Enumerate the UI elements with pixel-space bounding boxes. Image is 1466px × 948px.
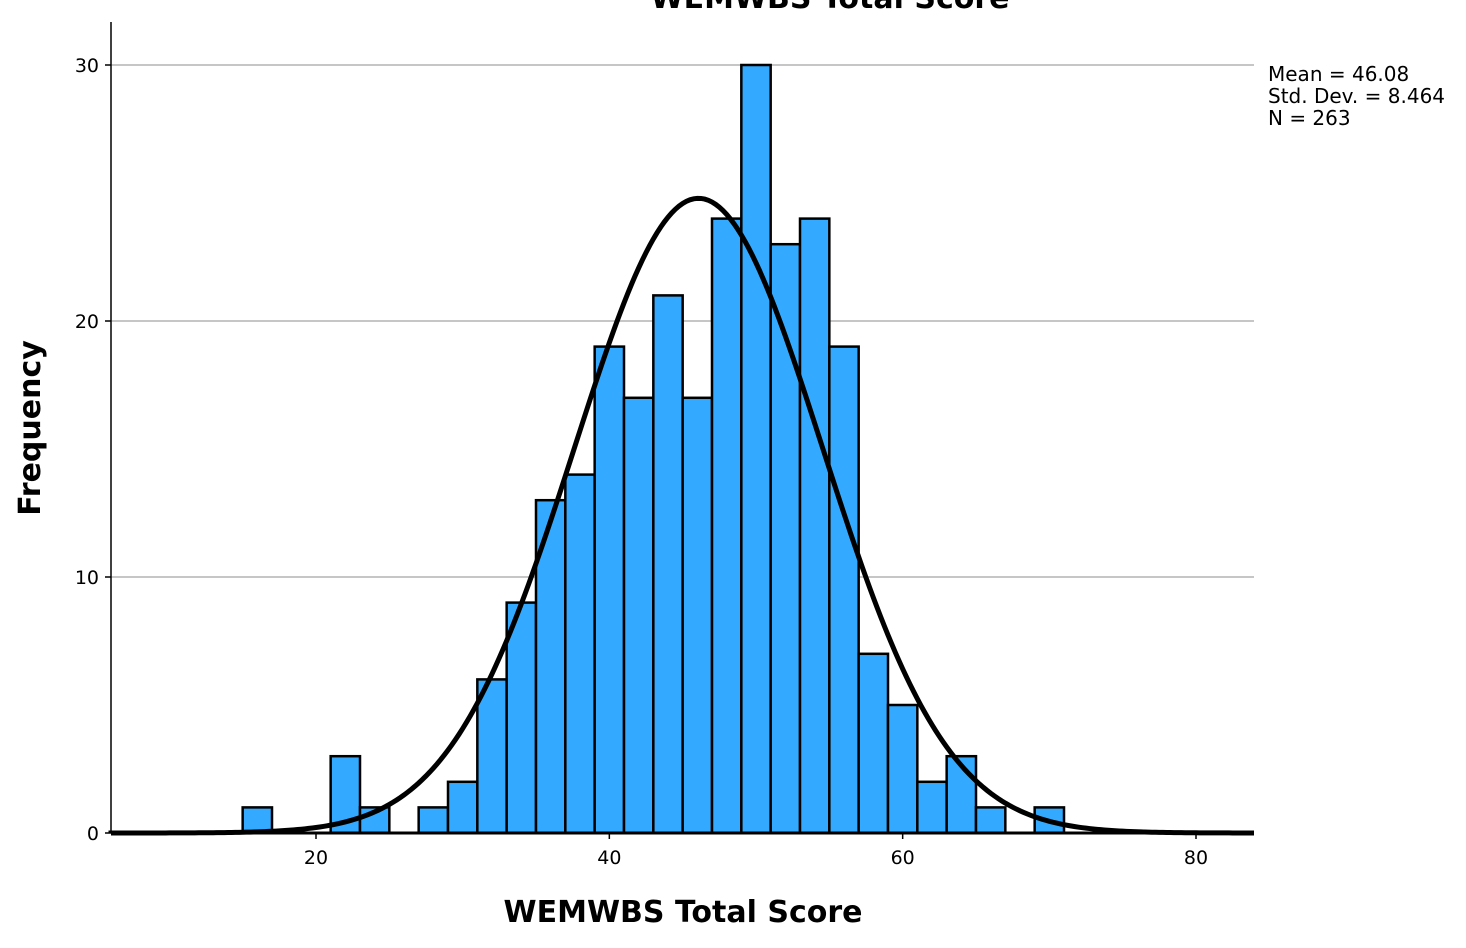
stats-legend: Mean = 46.08 Std. Dev. = 8.464 N = 263 [1268,62,1445,130]
histogram-bar [710,217,743,835]
y-tick-label: 20 [75,311,99,333]
histogram-bar [622,396,655,835]
histogram-bars [241,63,1066,835]
histogram-bar [798,217,831,835]
histogram-bar [417,806,450,835]
y-axis-title: Frequency [13,340,48,516]
x-tick-label: 60 [891,847,915,869]
axes [105,22,1254,839]
histogram-bar [593,345,626,835]
x-axis-title: WEMWBS Total Score [504,895,863,930]
y-tick-label: 0 [87,823,99,845]
y-tick-label: 30 [75,55,99,77]
x-tick-label: 80 [1184,847,1208,869]
stats-n: N = 263 [1268,106,1351,130]
y-tick-label: 10 [75,567,99,589]
histogram-bar [916,780,948,835]
x-tick-label: 20 [304,847,328,869]
x-tick-label: 40 [597,847,621,869]
histogram-bar [652,294,684,835]
histogram-bar [446,780,479,835]
histogram-bar [505,601,538,835]
stats-mean: Mean = 46.08 [1268,62,1409,86]
histogram-bar [241,806,274,835]
y-tick-labels: 0 10 20 30 [75,55,99,845]
histogram-bar [974,806,1007,835]
histogram-bar [740,63,772,835]
normal-curve [108,195,1254,836]
histogram-bar [828,345,860,835]
x-tick-labels: 20 40 60 80 [304,847,1208,869]
histogram-bar [681,396,714,835]
chart-title: WEMWBS Total Score [651,0,1010,16]
histogram-bar [857,652,890,835]
histogram-bar [886,703,919,835]
stats-std-dev: Std. Dev. = 8.464 [1268,84,1445,108]
histogram-bar [564,473,596,835]
histogram-bar [476,678,508,835]
